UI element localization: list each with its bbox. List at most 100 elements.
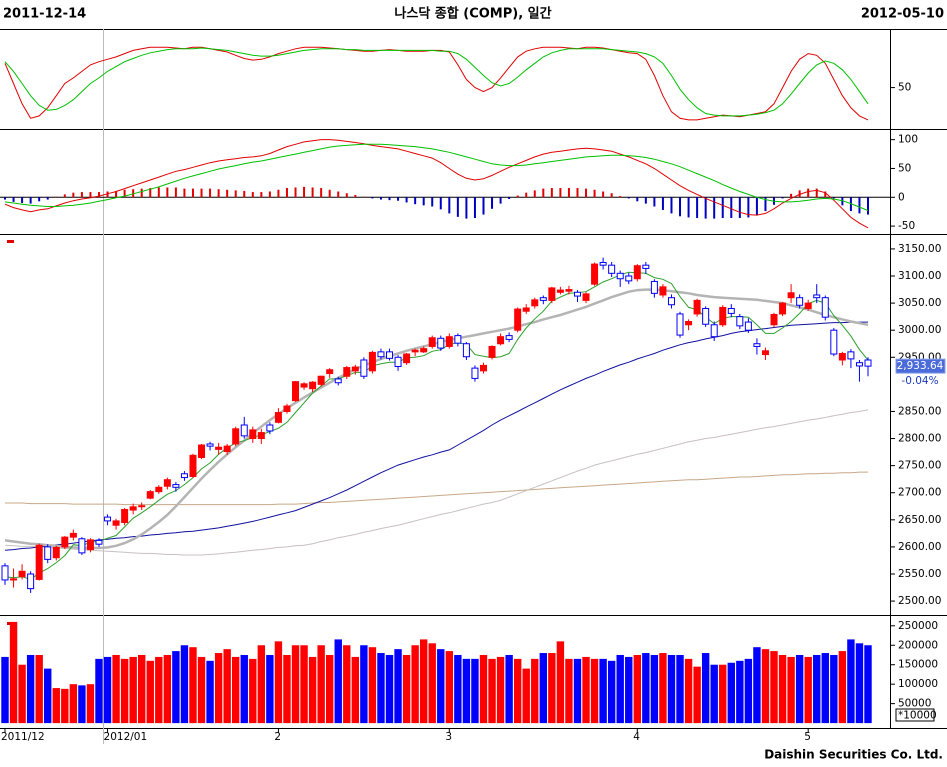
- candle-body: [573, 291, 581, 297]
- x-tick-label: 2012/01: [104, 731, 148, 743]
- volume-bar: [377, 653, 385, 724]
- volume-bar: [496, 656, 505, 724]
- histogram-bar: [115, 190, 118, 198]
- volume-bar: [411, 645, 419, 724]
- volume-bar: [659, 653, 667, 724]
- histogram-bar: [97, 192, 100, 198]
- candle-body: [138, 505, 146, 508]
- volume-bar: [727, 662, 735, 724]
- volume-bar: [428, 643, 436, 724]
- histogram-bar: [72, 192, 75, 198]
- histogram-bar: [12, 197, 15, 202]
- volume-bar: [61, 688, 69, 724]
- histogram-bar: [448, 197, 451, 214]
- volume-bar: [710, 664, 718, 724]
- candle-body: [78, 538, 86, 554]
- y-tick-label: 2750.00: [898, 460, 941, 472]
- candle-body: [104, 516, 112, 522]
- histogram-bar: [576, 188, 579, 198]
- volume-bar: [103, 656, 112, 724]
- candle-body: [855, 362, 863, 367]
- volume-bar: [52, 688, 60, 724]
- histogram-bar: [670, 197, 673, 214]
- histogram-bar: [29, 197, 32, 204]
- histogram-bar: [533, 190, 536, 198]
- volume-bar: [599, 658, 607, 724]
- histogram-bar: [217, 189, 220, 198]
- indicator-line: [4, 139, 869, 229]
- histogram-bar: [499, 197, 502, 204]
- candle-body: [69, 532, 77, 538]
- volume-bar: [753, 647, 761, 724]
- histogram-bar: [63, 194, 66, 198]
- candle-body: [180, 473, 188, 479]
- volume-bar: [736, 660, 744, 724]
- volume-bar: [385, 654, 394, 724]
- volume-bar: [317, 645, 325, 724]
- candle-body: [403, 353, 411, 364]
- histogram-bar: [371, 197, 374, 199]
- candle-body: [420, 348, 428, 353]
- histogram-bar: [89, 192, 92, 198]
- candle-body: [608, 264, 616, 274]
- candle-body: [334, 378, 342, 384]
- x-tick-label: 2: [274, 731, 281, 743]
- volume-bar: [719, 664, 727, 724]
- candle-body: [813, 294, 821, 299]
- volume-bar: [590, 658, 599, 724]
- candle-body: [804, 302, 812, 310]
- histogram-bar: [696, 197, 699, 219]
- volume-bar: [855, 643, 864, 724]
- volume-bar: [240, 654, 248, 724]
- candle-body: [838, 352, 846, 361]
- volume-bar: [787, 656, 795, 724]
- histogram-bar: [362, 196, 365, 198]
- histogram-bar: [661, 197, 664, 210]
- volume-bar: [283, 654, 291, 724]
- volume-bar: [351, 656, 360, 724]
- volume-bar: [146, 660, 154, 724]
- histogram-bar: [38, 197, 41, 202]
- histogram-bar: [285, 188, 288, 198]
- volume-bar: [667, 654, 676, 724]
- volume-bar: [462, 658, 471, 724]
- candle-body: [565, 289, 573, 292]
- volume-bar: [701, 653, 710, 724]
- unit-box: [895, 708, 935, 722]
- candle-body: [155, 486, 163, 493]
- candle-body: [616, 272, 624, 280]
- candle-body: [437, 337, 445, 349]
- volume-bar: [582, 656, 590, 724]
- candle-body: [864, 359, 872, 367]
- y-tick-label: 2500.00: [898, 595, 941, 607]
- histogram-bar: [525, 192, 528, 198]
- histogram-bar: [174, 187, 177, 198]
- histogram-bar: [764, 197, 767, 212]
- volume-bar: [266, 654, 274, 724]
- y-tick-label: 50: [898, 82, 911, 94]
- candle-body: [163, 479, 171, 487]
- histogram-bar: [260, 192, 263, 198]
- candle-body: [249, 429, 257, 440]
- histogram-bar: [798, 190, 801, 198]
- moving-average: [4, 288, 869, 550]
- histogram-bar: [807, 188, 810, 198]
- histogram-bar: [567, 188, 570, 198]
- volume-bar: [138, 654, 146, 724]
- volume-bar: [257, 645, 266, 724]
- histogram-bar: [516, 195, 519, 198]
- volume-bar: [804, 656, 812, 724]
- candle-body: [112, 520, 120, 526]
- histogram-bar: [80, 192, 83, 198]
- candle-body: [257, 432, 265, 440]
- candle-body: [411, 349, 419, 353]
- candle-body: [377, 351, 385, 358]
- volume-bar: [531, 658, 539, 724]
- candle-body: [146, 491, 154, 499]
- volume-bar: [795, 654, 804, 724]
- indicator-line: [4, 143, 869, 211]
- volume-bar: [78, 685, 86, 724]
- candle-body: [368, 351, 376, 372]
- histogram-bar: [832, 197, 835, 199]
